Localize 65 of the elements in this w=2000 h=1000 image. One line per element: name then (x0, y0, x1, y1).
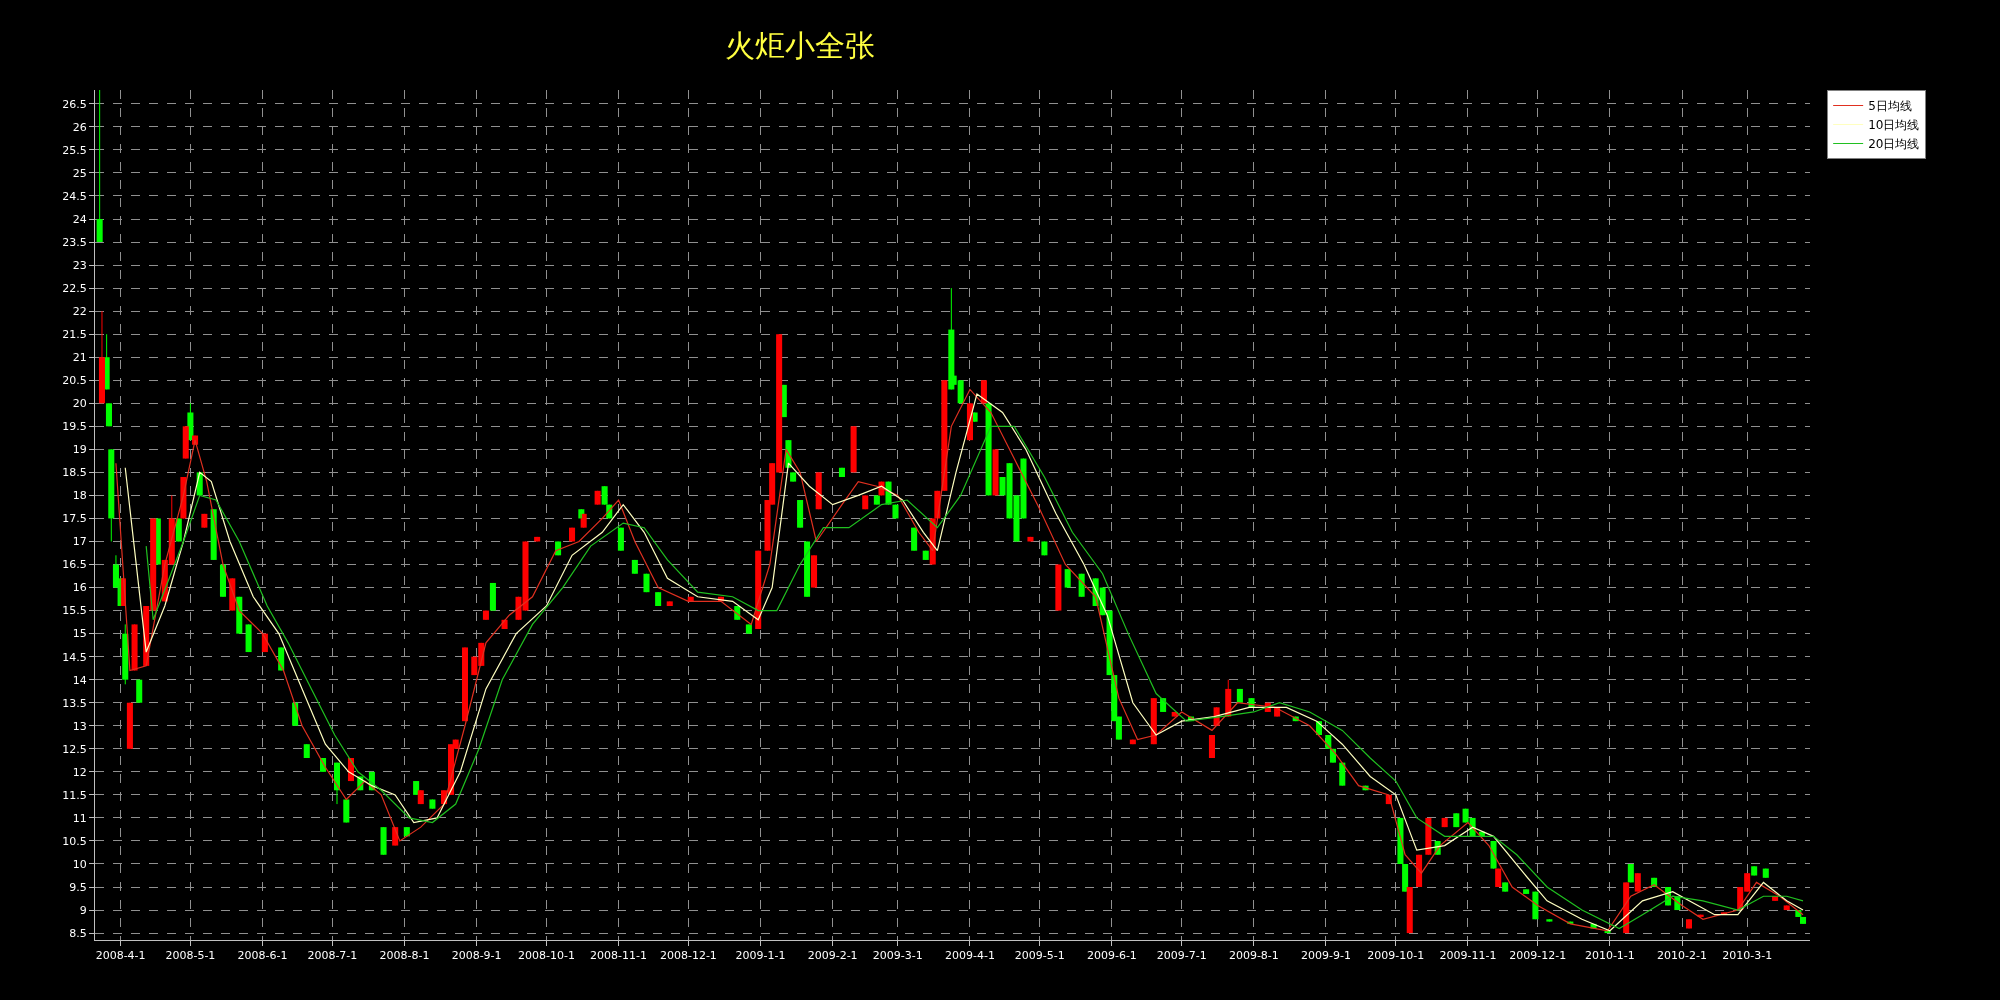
x-tick-label: 2009-12-1 (1509, 949, 1567, 963)
x-tick-label: 2008-4-1 (95, 949, 146, 963)
y-tick-label: 24 (72, 212, 87, 226)
y-tick-label: 11 (72, 811, 87, 825)
y-tick-label: 14 (72, 673, 87, 687)
y-tick-label: 10.5 (62, 834, 87, 848)
x-tick-label: 2008-11-1 (590, 949, 648, 963)
y-tick-label: 8.5 (69, 926, 87, 940)
y-tick-label: 16 (72, 581, 87, 595)
y-tick-label: 20 (72, 397, 87, 411)
x-tick-label: 2009-3-1 (872, 949, 923, 963)
y-tick-label: 11.5 (62, 788, 87, 802)
x-tick-label: 2009-8-1 (1228, 949, 1279, 963)
y-tick-label: 22.5 (62, 281, 87, 295)
y-tick-label: 14.5 (62, 650, 87, 664)
y-tick-label: 20.5 (62, 374, 87, 388)
x-tick-label: 2008-10-1 (517, 949, 575, 963)
y-tick-label: 23.5 (62, 235, 87, 249)
y-tick-label: 25.5 (62, 143, 87, 157)
y-tick-label: 22 (72, 304, 87, 318)
y-tick-label: 16.5 (62, 558, 87, 572)
y-tick-label: 24.5 (62, 189, 87, 203)
y-tick-label: 19 (72, 443, 87, 457)
y-tick-label: 19.5 (62, 420, 87, 434)
y-tick-label: 10 (72, 857, 87, 871)
x-tick-label: 2008-7-1 (307, 949, 358, 963)
x-tick-label: 2008-5-1 (165, 949, 216, 963)
x-tick-label: 2009-11-1 (1439, 949, 1497, 963)
y-tick-label: 23 (72, 258, 87, 272)
x-tick-label: 2008-12-1 (659, 949, 717, 963)
legend-label: 10日均线 (1868, 118, 1920, 133)
x-tick-label: 2009-7-1 (1156, 949, 1207, 963)
x-tick-label: 2010-2-1 (1657, 949, 1707, 963)
y-tick-label: 13.5 (62, 696, 87, 710)
y-tick-label: 25 (72, 166, 87, 180)
y-tick-label: 21 (72, 351, 87, 365)
chart-title: 火炬小全张 (725, 28, 875, 63)
y-tick-label: 17 (72, 535, 87, 549)
legend-label: 20日均线 (1868, 137, 1920, 152)
y-tick-label: 9.5 (69, 880, 87, 894)
y-tick-label: 26.5 (62, 97, 87, 111)
x-tick-label: 2009-10-1 (1367, 949, 1425, 963)
legend-label: 5日均线 (1868, 99, 1912, 114)
x-tick-label: 2010-1-1 (1584, 949, 1635, 963)
x-tick-label: 2009-2-1 (807, 949, 858, 963)
x-tick-label: 2009-9-1 (1301, 949, 1351, 963)
y-tick-label: 9 (79, 903, 87, 917)
y-tick-label: 13 (72, 719, 87, 733)
y-tick-label: 15.5 (62, 604, 87, 618)
x-tick-label: 2008-9-1 (451, 949, 502, 963)
y-tick-label: 17.5 (62, 512, 87, 526)
y-tick-label: 12 (72, 765, 87, 779)
y-tick-label: 21.5 (62, 328, 87, 342)
y-tick-label: 15 (72, 627, 87, 641)
y-tick-label: 12.5 (62, 742, 87, 756)
x-tick-label: 2009-4-1 (944, 949, 995, 963)
x-tick-label: 2010-3-1 (1722, 949, 1773, 963)
y-tick-label: 18 (72, 489, 87, 503)
x-tick-label: 2009-5-1 (1014, 949, 1065, 963)
y-tick-label: 18.5 (62, 466, 87, 480)
x-tick-label: 2008-6-1 (237, 949, 288, 963)
y-tick-label: 26 (72, 120, 87, 134)
x-tick-label: 2008-8-1 (379, 949, 430, 963)
x-tick-label: 2009-6-1 (1086, 949, 1137, 963)
x-tick-label: 2009-1-1 (735, 949, 786, 963)
